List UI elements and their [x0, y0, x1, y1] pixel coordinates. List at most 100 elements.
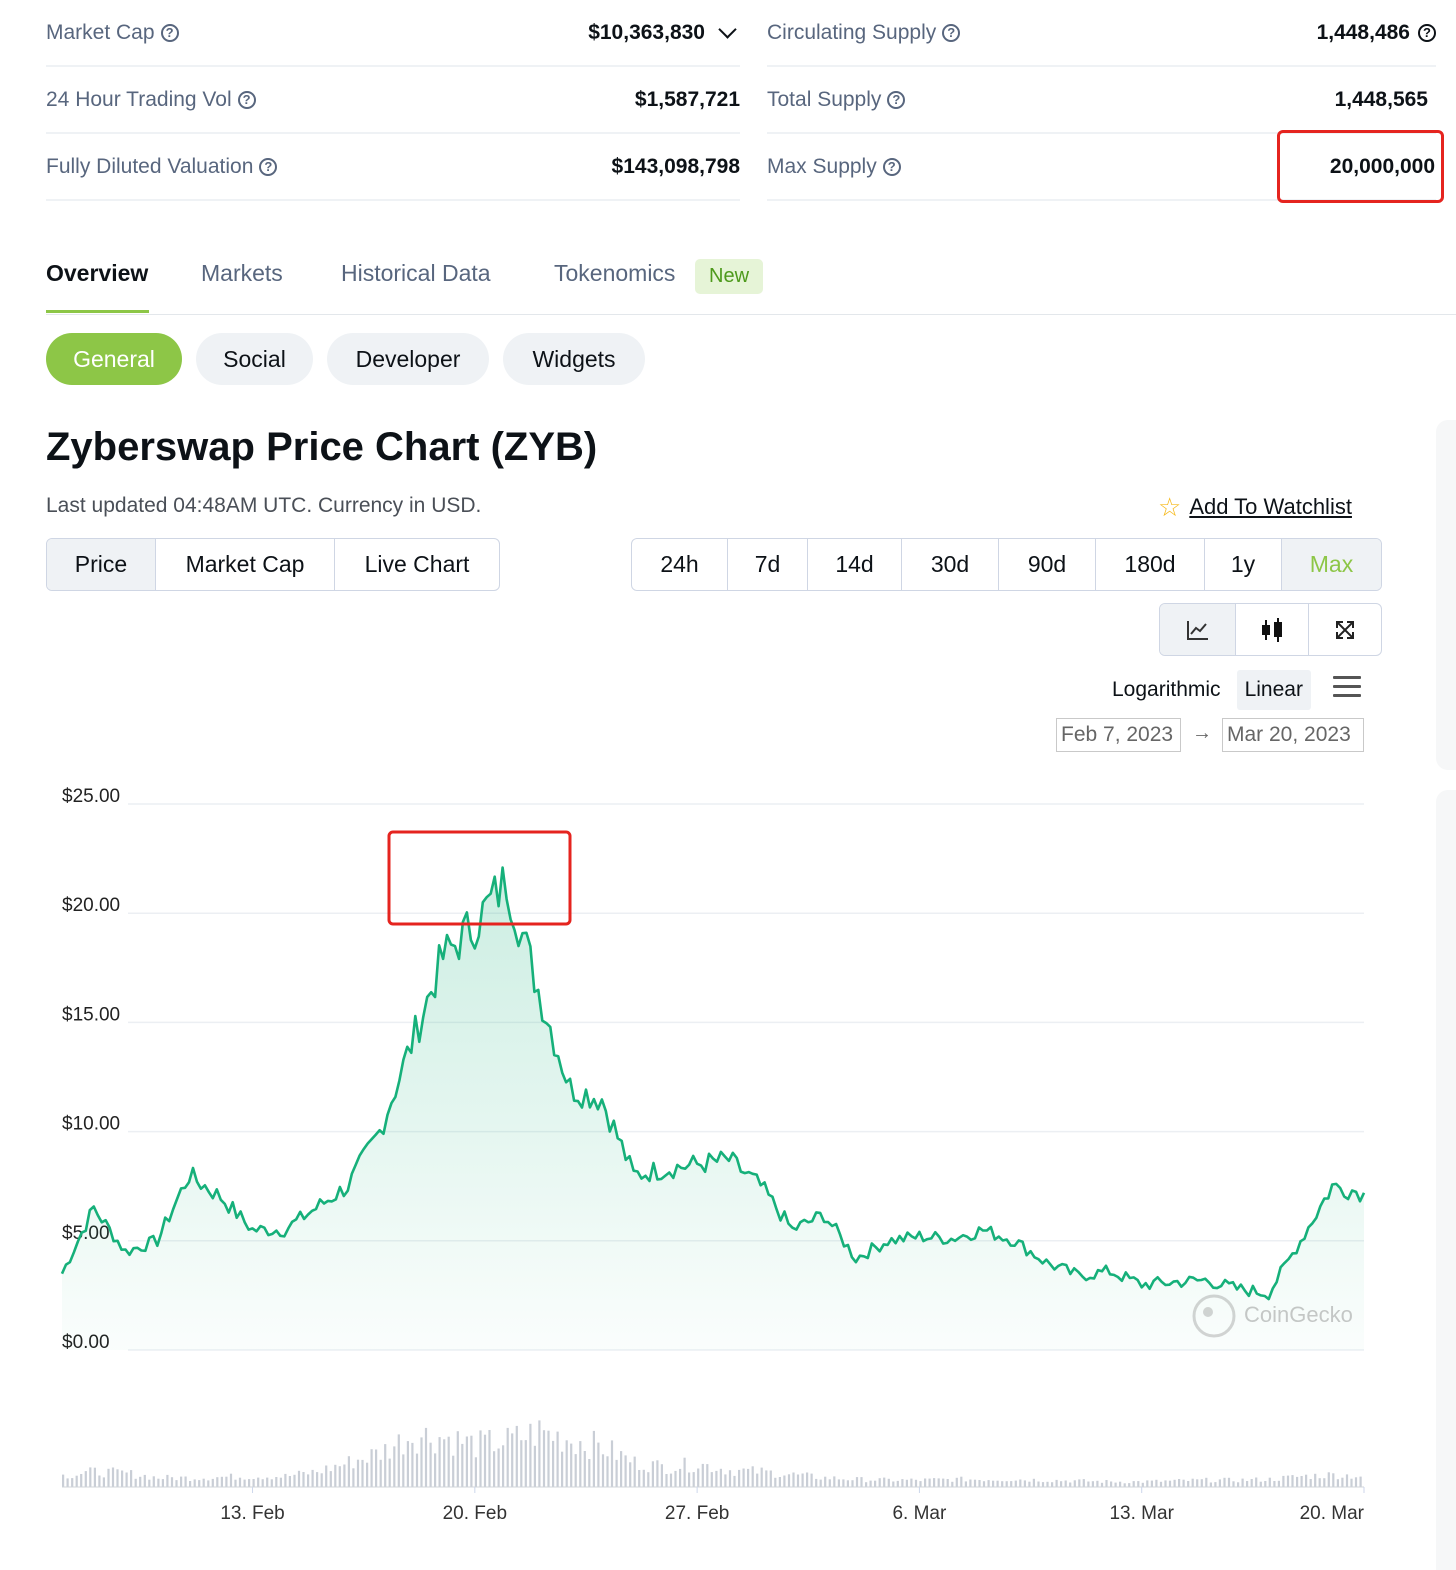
- x-tick-label: 20. Feb: [443, 1503, 507, 1524]
- volume-bar: [1141, 1482, 1144, 1487]
- volume-bar: [815, 1478, 818, 1487]
- volume-bar: [792, 1472, 795, 1487]
- volume-bar: [488, 1430, 491, 1487]
- volume-bar: [98, 1475, 101, 1487]
- volume-bar: [1336, 1479, 1339, 1487]
- range-180d[interactable]: 180d: [1096, 539, 1205, 590]
- volume-bar: [93, 1467, 96, 1487]
- stat-label: Circulating Supply: [767, 20, 937, 44]
- add-to-watchlist[interactable]: ☆ Add To Watchlist: [1158, 494, 1352, 520]
- price-chart[interactable]: $0.00$5.00$10.00$15.00$20.00$25.00 13. F…: [0, 760, 1400, 1560]
- volume-bar: [887, 1478, 890, 1487]
- volume-bar: [683, 1457, 686, 1487]
- volume-bar: [166, 1474, 169, 1487]
- volume-bar: [701, 1463, 704, 1487]
- volume-bar: [189, 1481, 192, 1487]
- line-chart-icon[interactable]: [1160, 604, 1236, 655]
- volume-bar: [1268, 1477, 1271, 1487]
- range-90d[interactable]: 90d: [999, 539, 1096, 590]
- volume-bar: [1323, 1478, 1326, 1487]
- range-30d[interactable]: 30d: [902, 539, 999, 590]
- tab-overview[interactable]: Overview: [46, 260, 149, 286]
- volume-bar: [429, 1442, 432, 1487]
- volume-bar: [973, 1479, 977, 1487]
- chart-type-price[interactable]: Price: [47, 539, 156, 590]
- help-icon[interactable]: ?: [237, 90, 256, 109]
- volume-bar: [747, 1468, 750, 1487]
- help-icon[interactable]: ?: [887, 90, 906, 109]
- subtab-general[interactable]: General: [46, 333, 182, 385]
- volume-bar: [1223, 1477, 1226, 1487]
- volume-bar: [1146, 1480, 1149, 1487]
- volume-bar: [75, 1475, 78, 1487]
- help-icon[interactable]: ?: [942, 23, 961, 42]
- volume-bar: [1096, 1480, 1099, 1487]
- chart-menu-icon[interactable]: [1333, 676, 1361, 703]
- volume-bar: [1232, 1481, 1235, 1487]
- volume-bar: [1218, 1479, 1221, 1487]
- stat-fully-diluted-valuation: Fully Diluted Valuation? $143,098,798: [46, 134, 740, 201]
- fullscreen-icon[interactable]: [1309, 604, 1381, 655]
- help-icon[interactable]: ?: [882, 157, 901, 176]
- volume-bar: [1318, 1478, 1321, 1487]
- chart-type-live-chart[interactable]: Live Chart: [364, 551, 470, 577]
- volume-bar: [579, 1441, 582, 1487]
- tab-tokenomics[interactable]: Tokenomics: [554, 260, 676, 286]
- chart-type-market-cap[interactable]: Market Cap: [156, 539, 335, 590]
- range-1y[interactable]: 1y: [1205, 539, 1282, 590]
- stat-max-supply: Max Supply? 20,000,000: [767, 134, 1436, 201]
- volume-bar: [307, 1474, 310, 1487]
- date-to-input[interactable]: Mar 20, 2023: [1222, 718, 1364, 752]
- volume-bar: [225, 1476, 228, 1487]
- volume-bar: [1014, 1480, 1017, 1487]
- volume-bar: [1241, 1478, 1244, 1487]
- info-icon[interactable]: ?: [1418, 23, 1436, 42]
- volume-bar: [107, 1468, 110, 1487]
- volume-bar: [697, 1468, 700, 1487]
- max-supply-highlight-box: [1277, 130, 1444, 203]
- volume-bar: [1105, 1480, 1108, 1487]
- volume-bar: [851, 1480, 854, 1487]
- volume-bar: [896, 1480, 899, 1487]
- volume-bar: [710, 1472, 713, 1487]
- volume-bar: [438, 1437, 441, 1487]
- volume-bar: [293, 1474, 296, 1487]
- candlestick-icon[interactable]: [1236, 604, 1309, 655]
- volume-bar: [1078, 1479, 1081, 1487]
- volume-bar: [679, 1468, 682, 1487]
- range-24h[interactable]: 24h: [632, 539, 728, 590]
- watchlist-link[interactable]: Add To Watchlist: [1189, 494, 1352, 519]
- volume-bar: [415, 1453, 419, 1487]
- volume-bar: [529, 1423, 532, 1487]
- help-icon[interactable]: ?: [160, 23, 179, 42]
- subtab-developer[interactable]: Developer: [327, 333, 489, 385]
- volume-bar: [511, 1433, 514, 1487]
- volume-bar: [542, 1430, 546, 1487]
- volume-bar: [842, 1479, 845, 1487]
- volume-bar: [629, 1462, 632, 1487]
- volume-bar: [134, 1478, 137, 1487]
- help-icon[interactable]: ?: [259, 157, 278, 176]
- volume-bar: [320, 1473, 323, 1487]
- subtab-widgets[interactable]: Widgets: [503, 333, 645, 385]
- range-max[interactable]: Max: [1282, 539, 1381, 590]
- volume-bar: [1309, 1479, 1312, 1487]
- volume-bar: [1345, 1474, 1349, 1487]
- volume-bar: [1327, 1472, 1330, 1487]
- tab-historical-data[interactable]: Historical Data: [341, 260, 491, 286]
- scale-linear[interactable]: Linear: [1236, 670, 1311, 710]
- volume-bar: [642, 1469, 645, 1487]
- range-7d[interactable]: 7d: [728, 539, 808, 590]
- volume-bar: [715, 1470, 718, 1487]
- volume-bar: [361, 1459, 364, 1487]
- scale-logarithmic[interactable]: Logarithmic: [1112, 678, 1221, 701]
- volume-bar: [288, 1476, 291, 1487]
- range-14d[interactable]: 14d: [808, 539, 902, 590]
- tab-markets[interactable]: Markets: [201, 260, 283, 286]
- volume-bar: [570, 1443, 573, 1487]
- subtab-social[interactable]: Social: [196, 333, 313, 385]
- date-from-input[interactable]: Feb 7, 2023: [1056, 718, 1181, 752]
- volume-bar: [1209, 1482, 1212, 1487]
- chevron-down-icon[interactable]: [718, 20, 737, 39]
- volume-bar: [992, 1480, 995, 1487]
